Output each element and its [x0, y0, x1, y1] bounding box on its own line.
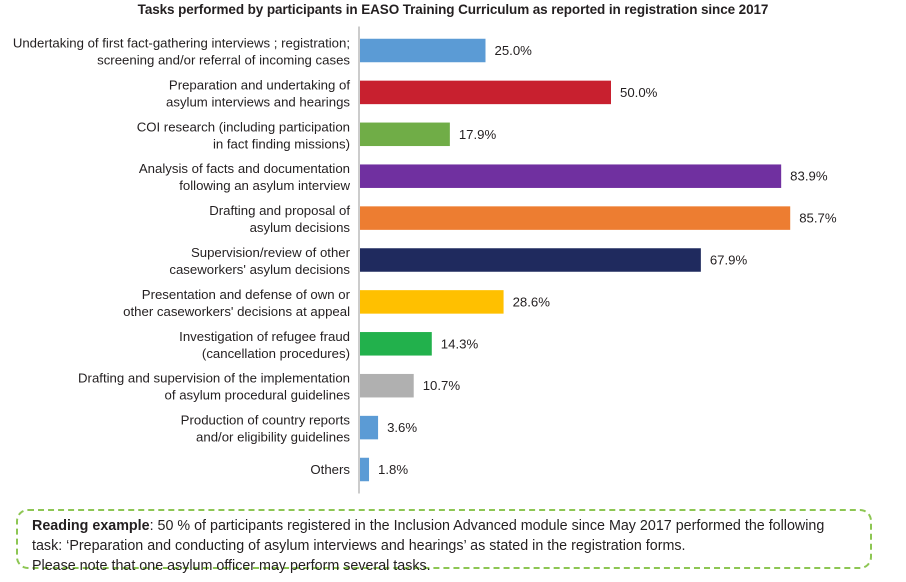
- value-label-supervision-review-of-other-caseworkers-: 67.9%: [710, 253, 748, 268]
- value-label-analysis-of-facts-and-documentation-foll: 83.9%: [790, 169, 828, 184]
- bar-preparation-and-undertaking-of-asylum-in: [360, 80, 611, 105]
- bar-analysis-of-facts-and-documentation-foll: [360, 164, 782, 188]
- category-label-production-of-country-reports-and-or-eli: Production of country reports and/or elig…: [181, 413, 351, 445]
- chart-title: Tasks performed by participants in EASO …: [137, 2, 769, 17]
- category-label-analysis-of-facts-and-documentation-foll: Analysis of facts and documentation follo…: [139, 161, 351, 193]
- category-label-undertaking-of-first-fact-gathering-inte: Undertaking of first fact-gathering inte…: [13, 36, 351, 68]
- note-bold-label: Reading example: [32, 518, 150, 534]
- bar-undertaking-of-first-fact-gathering-inte: [360, 38, 486, 63]
- category-label-drafting-and-proposal-of-asylum-decision: Drafting and proposal of asylum decisions: [209, 203, 350, 235]
- category-label-investigation-of-refugee-fraud-cancellat: Investigation of refugee fraud (cancellat…: [179, 329, 350, 361]
- bar-drafting-and-proposal-of-asylum-decision: [360, 206, 791, 230]
- value-label-presentation-and-defense-of-own-or-other: 28.6%: [513, 294, 551, 309]
- category-label-coi-research-including-participation-in-: COI research (including participation in …: [137, 119, 350, 151]
- value-label-coi-research-including-participation-in-: 17.9%: [459, 127, 497, 142]
- category-label-drafting-and-supervision-of-the-implemen: Drafting and supervision of the implemen…: [78, 371, 350, 403]
- value-label-preparation-and-undertaking-of-asylum-in: 50.0%: [620, 85, 658, 100]
- value-label-others: 1.8%: [378, 462, 408, 477]
- bar-chart: Undertaking of first fact-gathering inte…: [13, 26, 837, 494]
- category-label-presentation-and-defense-of-own-or-other: Presentation and defense of own or other …: [123, 287, 350, 319]
- note-line-1: Reading example: 50 % of participants re…: [32, 516, 858, 536]
- bar-others: [360, 457, 370, 482]
- reading-example-note: Reading example: 50 % of participants re…: [16, 509, 872, 574]
- value-label-drafting-and-proposal-of-asylum-decision: 85.7%: [799, 211, 837, 226]
- category-label-others: Others: [310, 462, 350, 477]
- bar-drafting-and-supervision-of-the-implemen: [360, 373, 414, 398]
- note-line-3: Please note that one asylum officer may …: [32, 558, 431, 574]
- value-label-undertaking-of-first-fact-gathering-inte: 25.0%: [495, 43, 533, 58]
- bar-supervision-review-of-other-caseworkers-: [360, 248, 701, 272]
- category-label-preparation-and-undertaking-of-asylum-in: Preparation and undertaking of asylum int…: [166, 77, 350, 109]
- bar-production-of-country-reports-and-or-eli: [360, 415, 379, 440]
- bar-presentation-and-defense-of-own-or-other: [360, 290, 504, 314]
- value-label-production-of-country-reports-and-or-eli: 3.6%: [387, 420, 417, 435]
- note-line-1-text: : 50 % of participants registered in the…: [149, 518, 825, 534]
- bar-investigation-of-refugee-fraud-cancellat: [360, 332, 432, 356]
- value-label-drafting-and-supervision-of-the-implemen: 10.7%: [423, 378, 461, 393]
- category-label-supervision-review-of-other-caseworkers-: Supervision/review of other caseworkers' …: [169, 245, 350, 277]
- value-label-investigation-of-refugee-fraud-cancellat: 14.3%: [441, 336, 479, 351]
- note-line-2: task: ‘Preparation and conducting of asy…: [32, 538, 686, 554]
- bar-coi-research-including-participation-in-: [360, 122, 450, 147]
